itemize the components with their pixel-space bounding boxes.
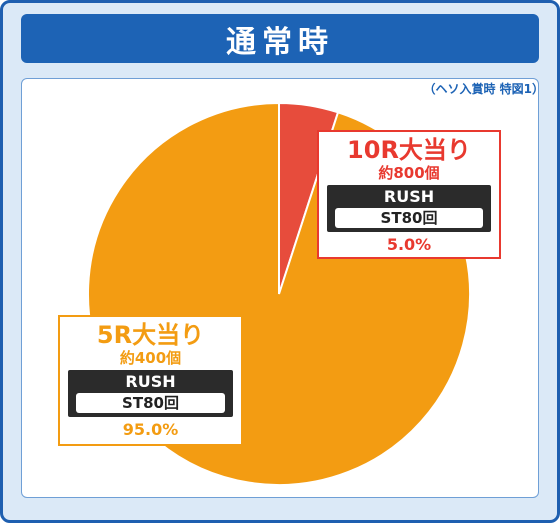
rush-label: RUSH	[125, 372, 176, 391]
slice-rounds-label: 5R大当り	[96, 321, 205, 349]
slice-balls-label: 約800個	[378, 164, 440, 182]
st-label: ST80回	[335, 208, 483, 228]
slice-balls-label: 約400個	[119, 349, 182, 367]
slice-label-card-5r: 5R大当り 約400個 RUSH ST80回 95.0%	[58, 315, 243, 446]
slice-percent-label: 95.0%	[122, 420, 179, 439]
page-title: 通常時	[21, 14, 539, 63]
chart-note: （ヘソ入賞時 特図1）	[423, 82, 544, 96]
rush-label: RUSH	[383, 187, 435, 206]
slice-rounds-label: 10R大当り	[347, 136, 471, 164]
st-label: ST80回	[76, 393, 225, 413]
slice-percent-label: 5.0%	[386, 235, 432, 254]
slice-label-card-10r: 10R大当り 約800個 RUSH ST80回 5.0%	[317, 130, 501, 259]
rush-bar: RUSH ST80回	[68, 370, 233, 417]
rush-bar: RUSH ST80回	[327, 185, 491, 232]
